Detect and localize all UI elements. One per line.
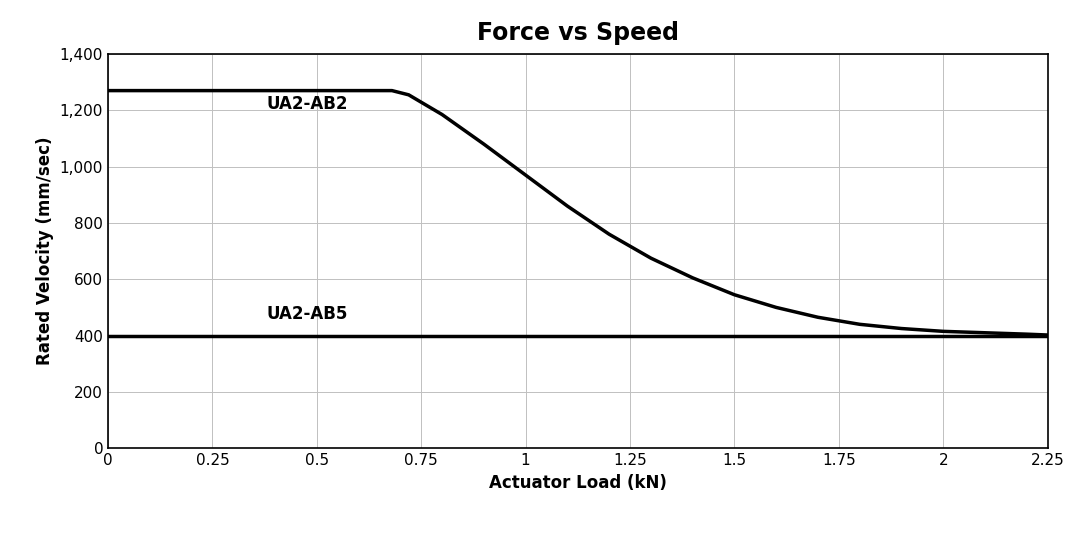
Text: UA2-AB5: UA2-AB5 (267, 305, 348, 323)
Title: Force vs Speed: Force vs Speed (476, 21, 679, 45)
Y-axis label: Rated Velocity (mm/sec): Rated Velocity (mm/sec) (37, 137, 54, 366)
X-axis label: Actuator Load (kN): Actuator Load (kN) (489, 474, 666, 491)
Text: UA2-AB2: UA2-AB2 (267, 95, 348, 113)
